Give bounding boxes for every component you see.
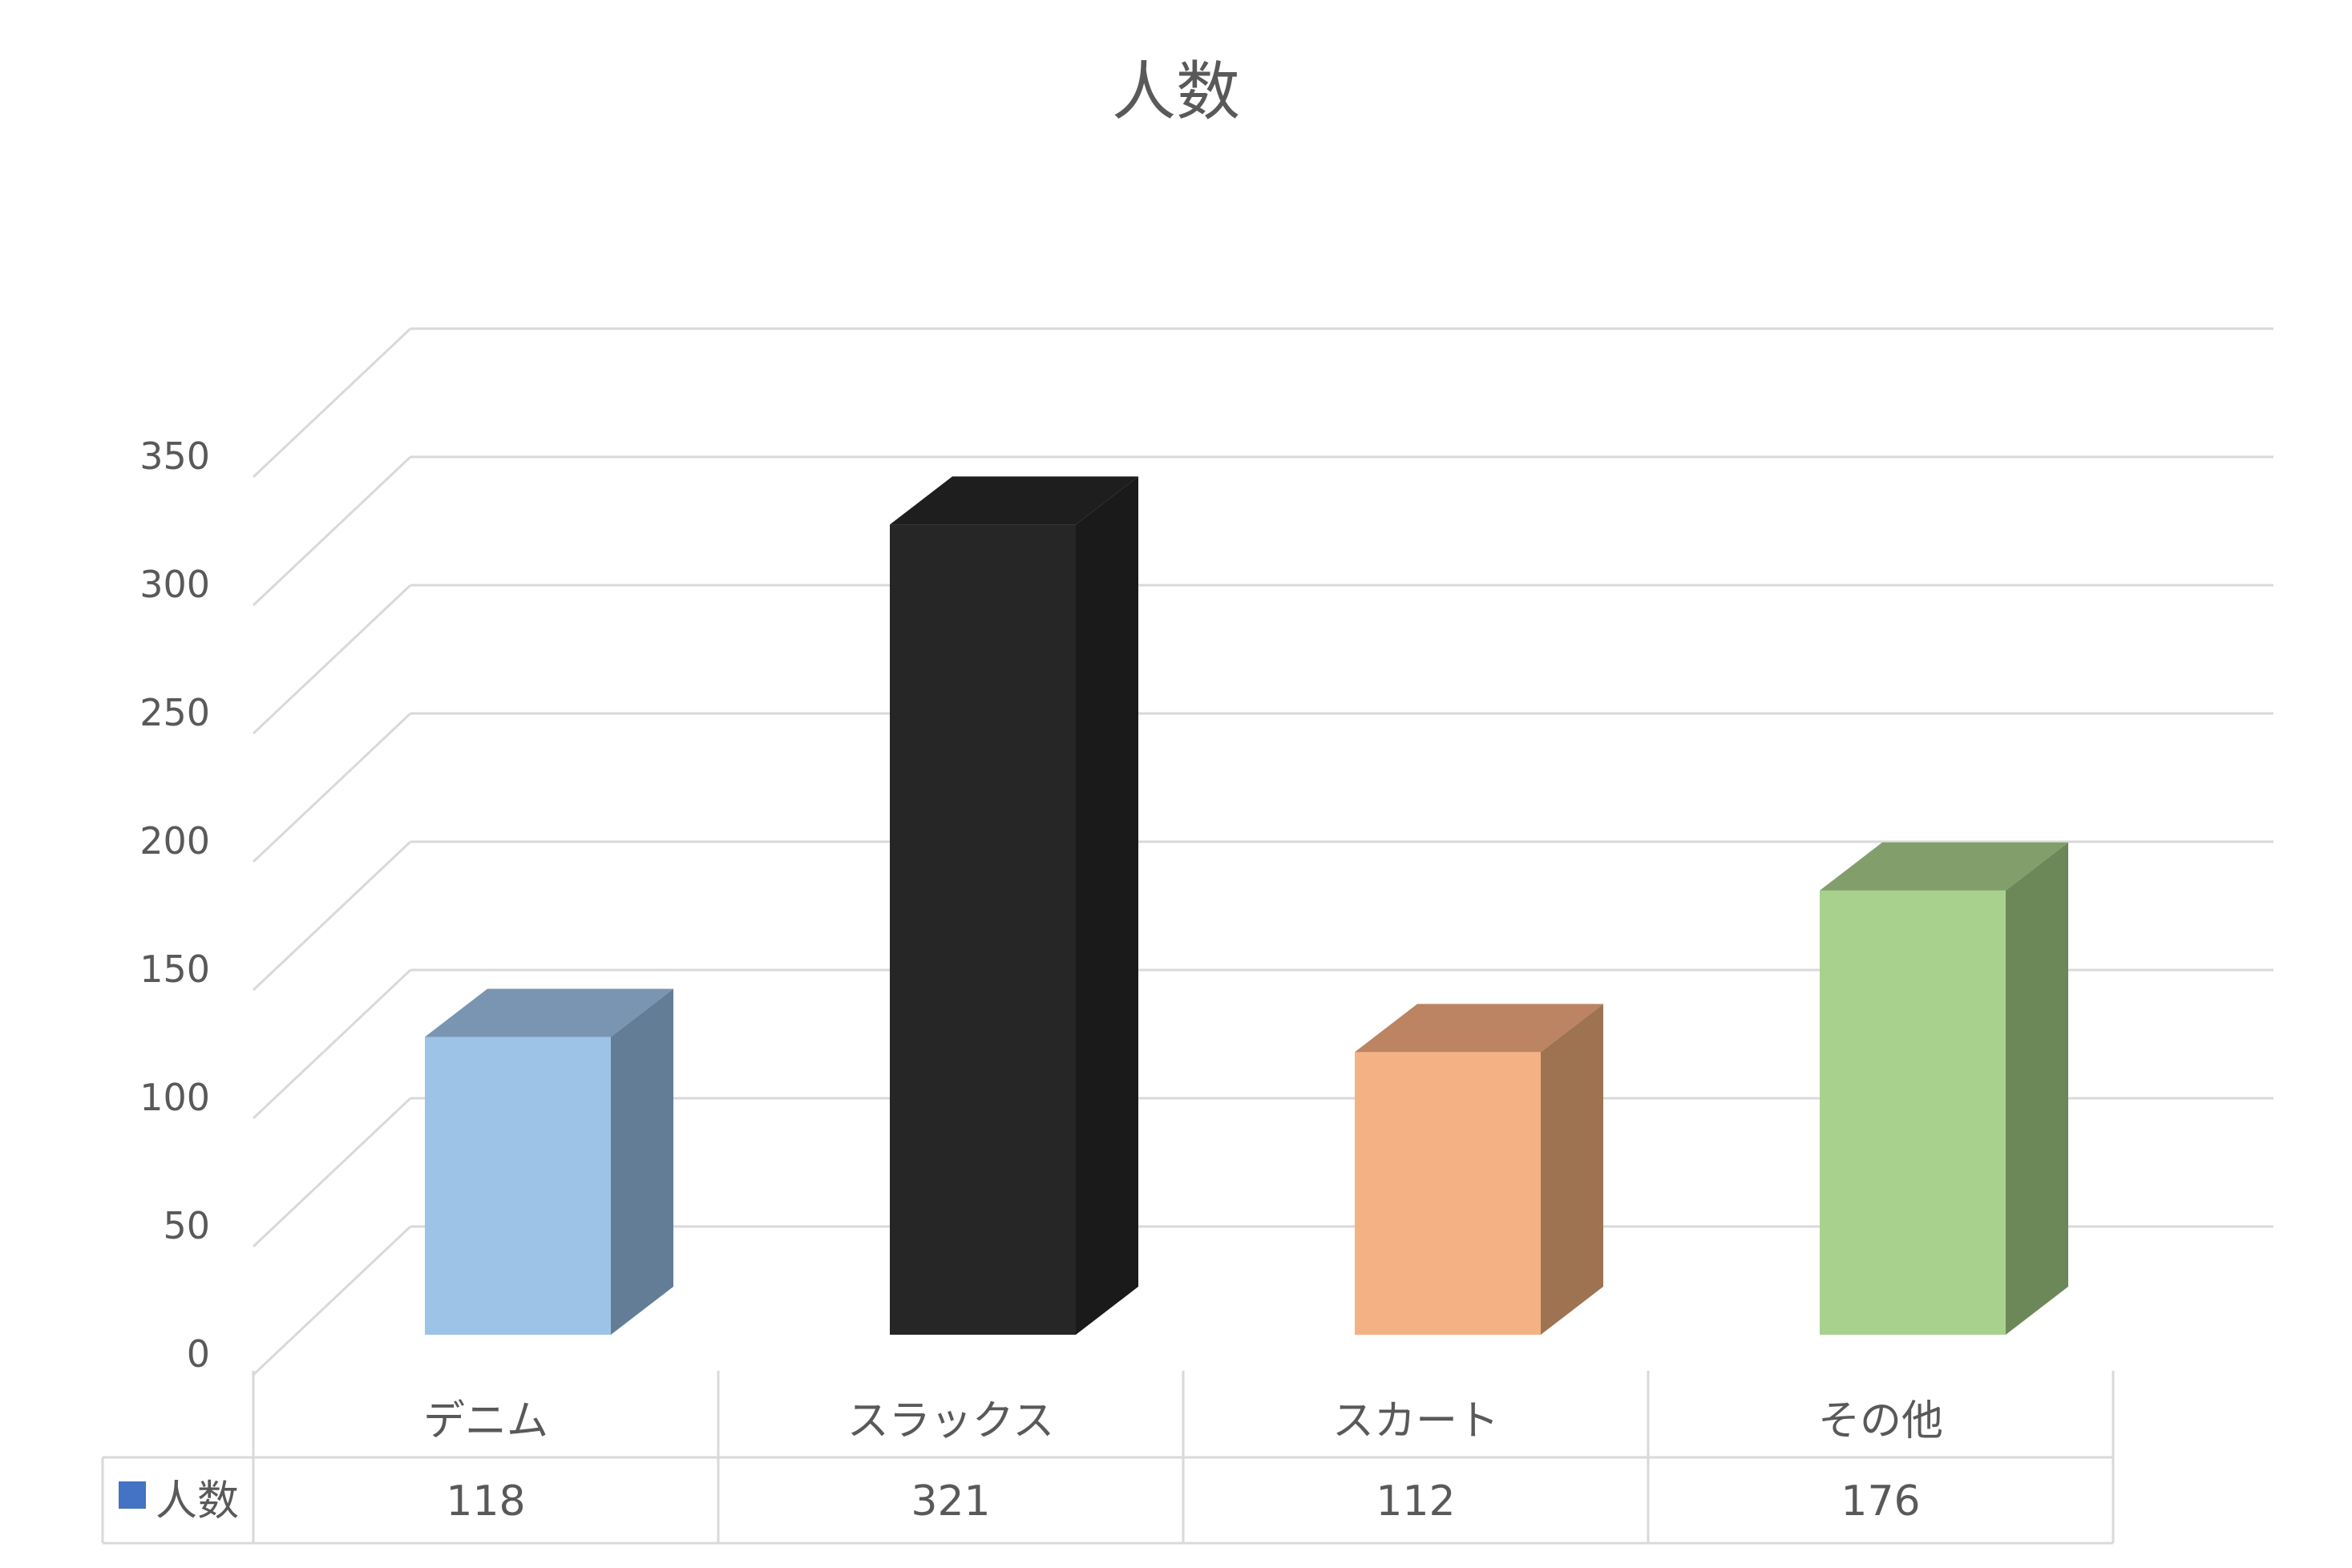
data-label: 118 [446, 1477, 525, 1526]
gridline-side [252, 712, 412, 863]
y-tick-label: 150 [139, 948, 210, 991]
gridline-side [252, 968, 412, 1120]
y-tick-label: 300 [139, 563, 210, 606]
x-tick-label: スラックス [847, 1397, 1054, 1445]
data-label: 176 [1841, 1477, 1920, 1526]
y-tick-label: 0 [187, 1332, 210, 1376]
chart-title: 人数 [1112, 55, 1240, 129]
bar-top [890, 476, 1138, 525]
data-label: 112 [1376, 1477, 1455, 1526]
x-tick-label: スカート [1332, 1397, 1499, 1445]
y-tick-label: 250 [139, 691, 210, 734]
gridline-side [252, 840, 412, 992]
gridline-side [252, 584, 412, 735]
bar-top [425, 988, 673, 1037]
bar-side [1541, 1004, 1603, 1335]
gridline-side [252, 1225, 412, 1376]
bar [1820, 890, 2006, 1335]
bar-top [1355, 1004, 1603, 1053]
bar-side [611, 988, 673, 1335]
bar-side [1076, 476, 1138, 1336]
bar [425, 1037, 611, 1335]
legend-label: 人数 [156, 1477, 239, 1526]
y-tick-label: 200 [139, 819, 210, 863]
bar-side [2006, 842, 2068, 1335]
x-tick-label: デニム [423, 1397, 548, 1445]
legend-key [119, 1481, 146, 1509]
y-tick-label: 350 [139, 434, 210, 478]
gridline-side [252, 1097, 412, 1248]
gridline-side [252, 455, 412, 607]
x-tick-label: その他 [1818, 1397, 1943, 1445]
bar-top [1820, 842, 2068, 891]
y-tick-label: 50 [163, 1204, 210, 1247]
gridline-side [252, 327, 412, 479]
bar [890, 524, 1076, 1335]
y-tick-label: 100 [139, 1076, 210, 1119]
data-label: 321 [911, 1477, 990, 1526]
bar [1355, 1052, 1541, 1335]
